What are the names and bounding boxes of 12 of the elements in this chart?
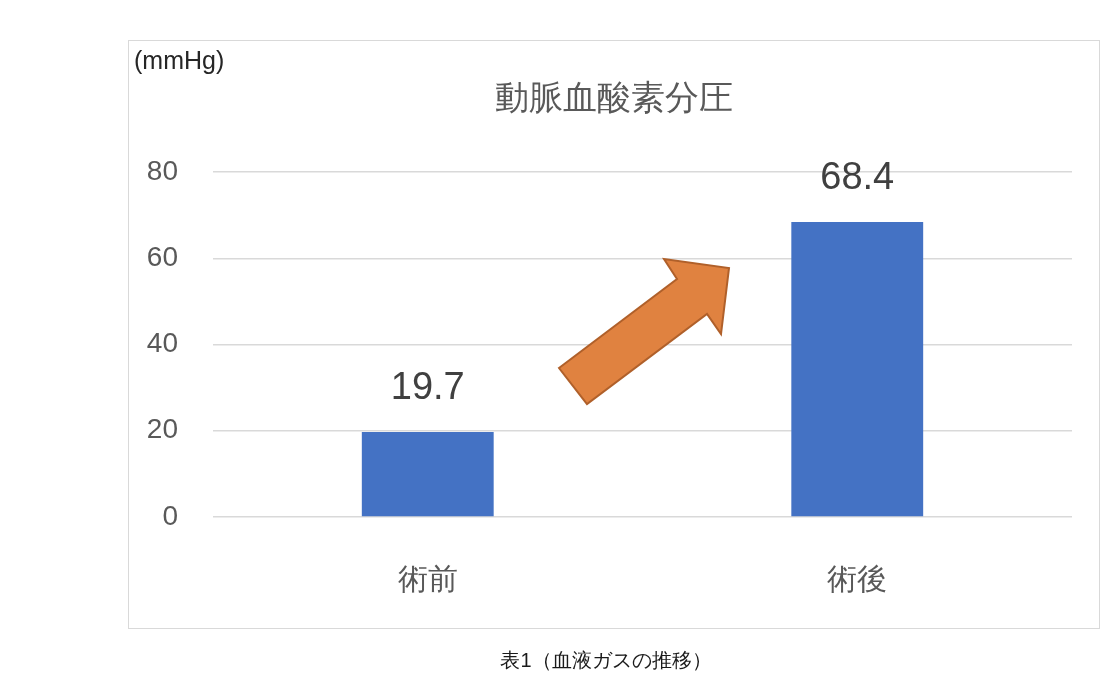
y-axis-title: (mmHg) [134, 45, 225, 74]
y-tick-label: 80 [146, 154, 178, 186]
data-label: 19.7 [390, 365, 465, 408]
data-label: 68.4 [820, 155, 895, 198]
text: 表1（血液ガスの推移） [500, 648, 712, 671]
x-tick-label: 術後 [827, 562, 888, 596]
x-tick-label: 術前 [397, 562, 458, 596]
chart-title: 動脈血酸素分圧 [495, 78, 733, 117]
y-tick-label: 20 [146, 413, 178, 445]
y-tick-label: 0 [162, 499, 178, 531]
y-tick-label: 40 [146, 327, 178, 359]
y-tick-label: 60 [146, 240, 178, 272]
